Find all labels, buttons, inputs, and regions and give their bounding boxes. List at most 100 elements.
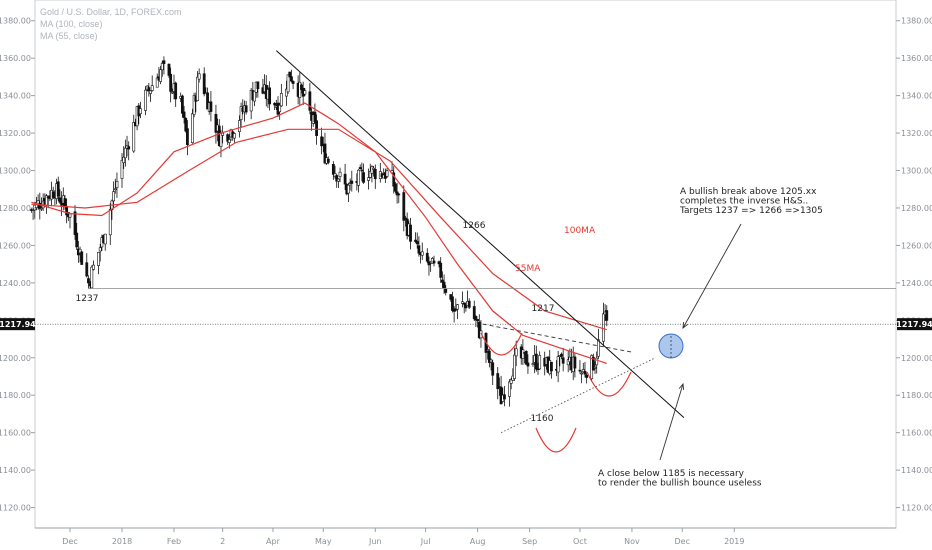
candle-body — [509, 379, 513, 384]
candle-body — [524, 351, 528, 365]
candle-body — [87, 278, 90, 284]
candle-body — [521, 349, 525, 359]
candle-body — [439, 262, 443, 278]
candle-body — [357, 169, 360, 186]
support-dotted — [500, 357, 656, 434]
candle-body — [278, 104, 282, 113]
downtrend-line — [275, 50, 685, 419]
candle-body — [370, 166, 374, 174]
candle-body — [291, 81, 295, 84]
candle-body — [538, 355, 542, 370]
axes: 1120.00 1120.00 1140.00 1140.00 1160.00 1160.… — [0, 17, 932, 546]
candle-body — [174, 82, 178, 100]
candle-body — [358, 167, 362, 170]
y-tick-label-left: 1300.00 — [0, 167, 31, 176]
candle-body — [508, 381, 511, 397]
bearish-note-line: A close below 1185 is necessary — [598, 469, 745, 479]
candle-body — [279, 93, 283, 107]
candle-body — [372, 167, 376, 170]
candle-body — [284, 88, 288, 97]
candle-body — [467, 300, 471, 308]
y-tick-label-left: 1380.00 — [0, 17, 31, 26]
candle-body — [139, 108, 142, 115]
y-tick-label-left: 1240.00 — [0, 279, 31, 288]
candle-body — [120, 160, 124, 179]
candle-body — [238, 120, 241, 133]
candle-body — [122, 156, 126, 163]
candle-body — [159, 69, 162, 82]
candle-body — [496, 373, 500, 390]
x-tick-label: Apr — [266, 537, 281, 546]
legend-symbol: Gold / U.S. Dollar, 1D, FOREX.com — [40, 7, 182, 17]
candle-body — [239, 106, 243, 120]
legend-ma100: MA (100, close) — [40, 19, 103, 29]
candle-body — [56, 181, 60, 197]
candle-body — [368, 171, 372, 178]
candle-body — [232, 133, 236, 139]
candle-body — [186, 128, 189, 146]
x-tick-label: Nov — [624, 537, 640, 546]
candle-body — [169, 73, 173, 92]
candle-body — [526, 362, 530, 367]
candle-body — [440, 279, 444, 283]
candle-body — [514, 348, 518, 357]
candle-body — [249, 89, 253, 112]
candle-body — [385, 170, 389, 177]
candle-body — [394, 183, 397, 192]
x-tick-label: 2018 — [112, 537, 132, 546]
left-shoulder-arc — [480, 332, 523, 356]
candle-body — [147, 87, 151, 92]
y-tick-label-right: 1320.00 — [901, 129, 932, 138]
candle-body — [90, 266, 94, 289]
x-tick-label: 2 — [220, 537, 225, 546]
y-tick-label-left: 1160.00 — [0, 429, 31, 438]
candle-body — [462, 302, 466, 305]
candle-body — [477, 321, 481, 339]
candle-body — [123, 147, 127, 159]
candle-body — [347, 184, 350, 194]
y-tick-label-right: 1120.00 — [901, 504, 932, 513]
candle-body — [197, 73, 201, 80]
candle-body — [155, 77, 159, 88]
candle-body — [51, 191, 55, 198]
label-1217: 1217 — [532, 304, 555, 314]
candle-body — [417, 245, 421, 254]
candle-body — [437, 261, 441, 265]
candle-body — [221, 132, 225, 136]
candle-body — [472, 306, 476, 320]
candle-body — [486, 349, 490, 351]
candle-body — [40, 207, 43, 210]
candle-body — [85, 262, 89, 277]
candle-body — [573, 356, 577, 369]
candle-body — [227, 139, 231, 143]
candle-body — [320, 136, 324, 147]
right-shoulder-arc — [586, 371, 632, 397]
x-tick-label: Dec — [675, 537, 690, 546]
price-tag-left: 1217.94 — [0, 318, 36, 331]
candle-body — [97, 252, 100, 266]
y-tick-label-right: 1300.00 — [901, 167, 932, 176]
candle-body — [593, 367, 597, 369]
price-tag-right: 1217.94 — [896, 318, 932, 331]
price-tag-right-text: 1217.94 — [896, 320, 932, 329]
candle-body — [170, 91, 174, 94]
y-tick-label-right: 1160.00 — [901, 429, 932, 438]
candle-body — [68, 213, 72, 218]
candle-body — [149, 90, 152, 94]
y-tick-label-left: 1120.00 — [0, 504, 31, 513]
candle-body — [561, 357, 565, 364]
y-tick-label-left: 1320.00 — [0, 129, 31, 138]
y-tick-label-right: 1260.00 — [901, 241, 932, 250]
candle-body — [489, 359, 493, 363]
candle-body — [184, 117, 188, 132]
candle-body — [214, 114, 218, 133]
y-tick-label-right: 1280.00 — [901, 204, 932, 213]
candle-body — [491, 362, 495, 376]
y-tick-label-right: 1240.00 — [901, 279, 932, 288]
candle-body — [580, 372, 584, 375]
candle-body — [108, 208, 112, 236]
bullish-note-line: Targets 1237 => 1266 =>1305 — [679, 206, 823, 216]
label-1266: 1266 — [463, 221, 486, 231]
x-tick-label: Dec — [62, 537, 77, 546]
